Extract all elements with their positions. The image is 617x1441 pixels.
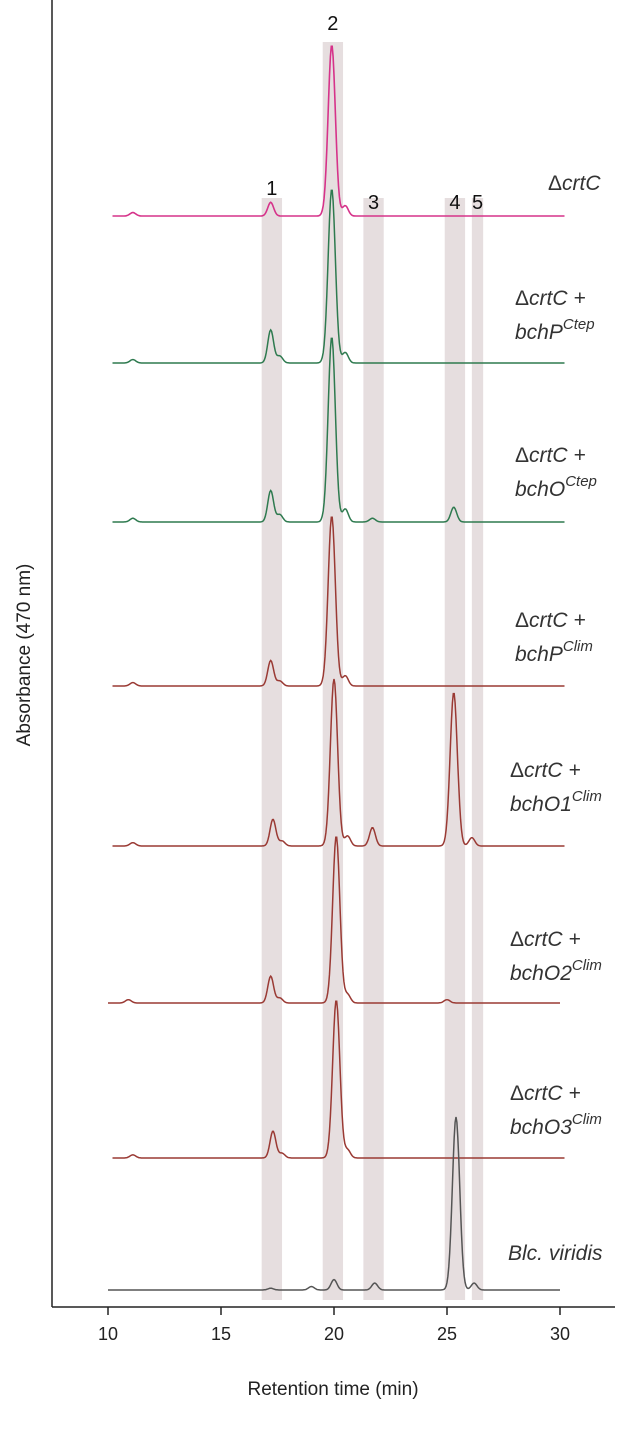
- strain-label-6: ΔcrtC + bchO3Clim: [510, 1082, 602, 1139]
- strain-label-line1: ΔcrtC +: [515, 287, 586, 310]
- band-3: [363, 198, 384, 1300]
- strain-label-line2: bchPCtep: [515, 316, 595, 344]
- strain-label-line2: bchPClim: [515, 638, 593, 666]
- chromatogram-traces: [108, 45, 565, 1291]
- trace-3: [112, 516, 565, 687]
- strain-label-0: ΔcrtC: [548, 172, 601, 195]
- peak-label-2: 2: [327, 13, 338, 35]
- band-1: [261, 198, 283, 1300]
- peak-label-3: 3: [368, 192, 379, 214]
- peak-label-1: 1: [266, 178, 277, 200]
- x-tick-label-30: 30: [550, 1324, 570, 1344]
- peak-label-5: 5: [472, 192, 483, 214]
- x-tick-label-15: 15: [211, 1324, 231, 1344]
- strain-label-line1: Blc. viridis: [508, 1242, 603, 1265]
- trace-0: [112, 45, 565, 217]
- strain-label-line2: bchO1Clim: [510, 788, 602, 816]
- strain-label-1: ΔcrtC + bchPCtep: [515, 287, 595, 344]
- strain-label-line1: ΔcrtC: [548, 172, 601, 195]
- x-ticks: 10 15 20 25 30: [98, 1307, 570, 1344]
- strain-label-line1: ΔcrtC +: [515, 444, 586, 467]
- strain-label-line1: ΔcrtC +: [510, 1082, 581, 1105]
- peak-labels: 1 2 3 4 5: [266, 13, 483, 214]
- strain-label-5: ΔcrtC + bchO2Clim: [510, 928, 602, 985]
- strain-label-3: ΔcrtC + bchPClim: [515, 609, 593, 666]
- strain-label-line2: bchO3Clim: [510, 1111, 602, 1139]
- peak-bands: [261, 42, 484, 1300]
- y-axis-title: Absorbance (470 nm): [14, 564, 35, 747]
- strain-label-line1: ΔcrtC +: [515, 609, 586, 632]
- band-4: [444, 198, 466, 1300]
- x-axis-title: Retention time (min): [247, 1379, 418, 1400]
- x-tick-label-25: 25: [437, 1324, 457, 1344]
- trace-2: [112, 337, 565, 523]
- strain-label-line1: ΔcrtC +: [510, 759, 581, 782]
- trace-4: [112, 678, 565, 847]
- strain-label-line2: bchO2Clim: [510, 957, 602, 985]
- band-5: [471, 198, 484, 1300]
- x-tick-label-10: 10: [98, 1324, 118, 1344]
- strain-label-line2: bchOCtep: [515, 473, 597, 501]
- strain-label-2: ΔcrtC + bchOCtep: [515, 444, 597, 501]
- peak-label-4: 4: [449, 192, 460, 214]
- strain-label-4: ΔcrtC + bchO1Clim: [510, 759, 602, 816]
- trace-5: [108, 836, 560, 1004]
- strain-label-line1: ΔcrtC +: [510, 928, 581, 951]
- band-2: [322, 42, 344, 1300]
- trace-7: [108, 1116, 560, 1291]
- strain-label-7: Blc. viridis: [508, 1242, 603, 1265]
- trace-6: [112, 1000, 565, 1159]
- trace-1: [112, 189, 565, 364]
- x-tick-label-20: 20: [324, 1324, 344, 1344]
